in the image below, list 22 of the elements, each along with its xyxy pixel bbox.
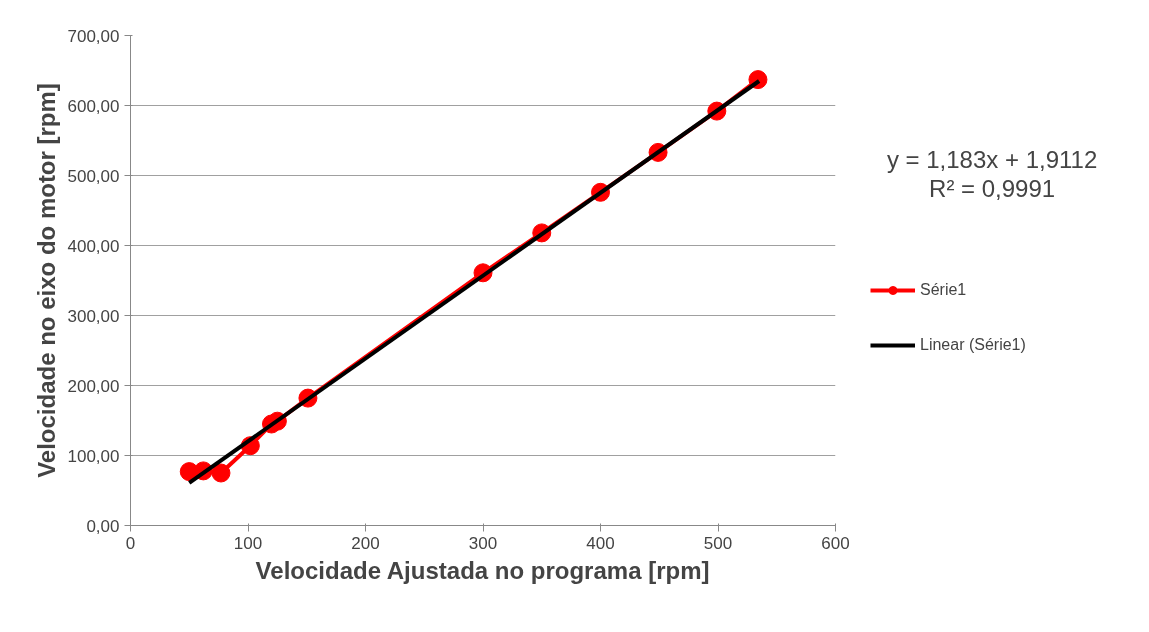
y-tick-label: 700,00 <box>67 26 120 46</box>
y-tick-label: 600,00 <box>67 96 120 116</box>
y-tick-label: 500,00 <box>67 166 120 186</box>
y-tick-label: 400,00 <box>67 236 120 256</box>
y-tick-label: 200,00 <box>67 376 120 396</box>
x-tick-label: 200 <box>351 533 380 553</box>
x-tick-label: 400 <box>586 533 615 553</box>
legend-label: Série1 <box>920 281 967 299</box>
legend-label: Linear (Série1) <box>920 336 1026 354</box>
text: y = 1,183x + 1,9112 <box>886 145 1098 173</box>
x-axis-title: Velocidade Ajustada no programa [rpm] <box>255 556 710 584</box>
x-tick-label: 600 <box>821 533 850 553</box>
point <box>211 463 231 483</box>
text: R² = 0,9991 <box>929 175 1056 203</box>
y-tick-label: 100,00 <box>67 446 120 466</box>
y-axis-title: Velocidade no eixo do motor [rpm] <box>32 83 60 478</box>
x-tick-label: 500 <box>703 533 733 553</box>
x-tick-label: 100 <box>233 533 263 553</box>
y-tick-label: 0,00 <box>86 516 120 536</box>
x-tick-label: 300 <box>468 533 498 553</box>
y-tick-label: 300,00 <box>67 306 120 326</box>
x-tick-label: 0 <box>125 533 136 553</box>
